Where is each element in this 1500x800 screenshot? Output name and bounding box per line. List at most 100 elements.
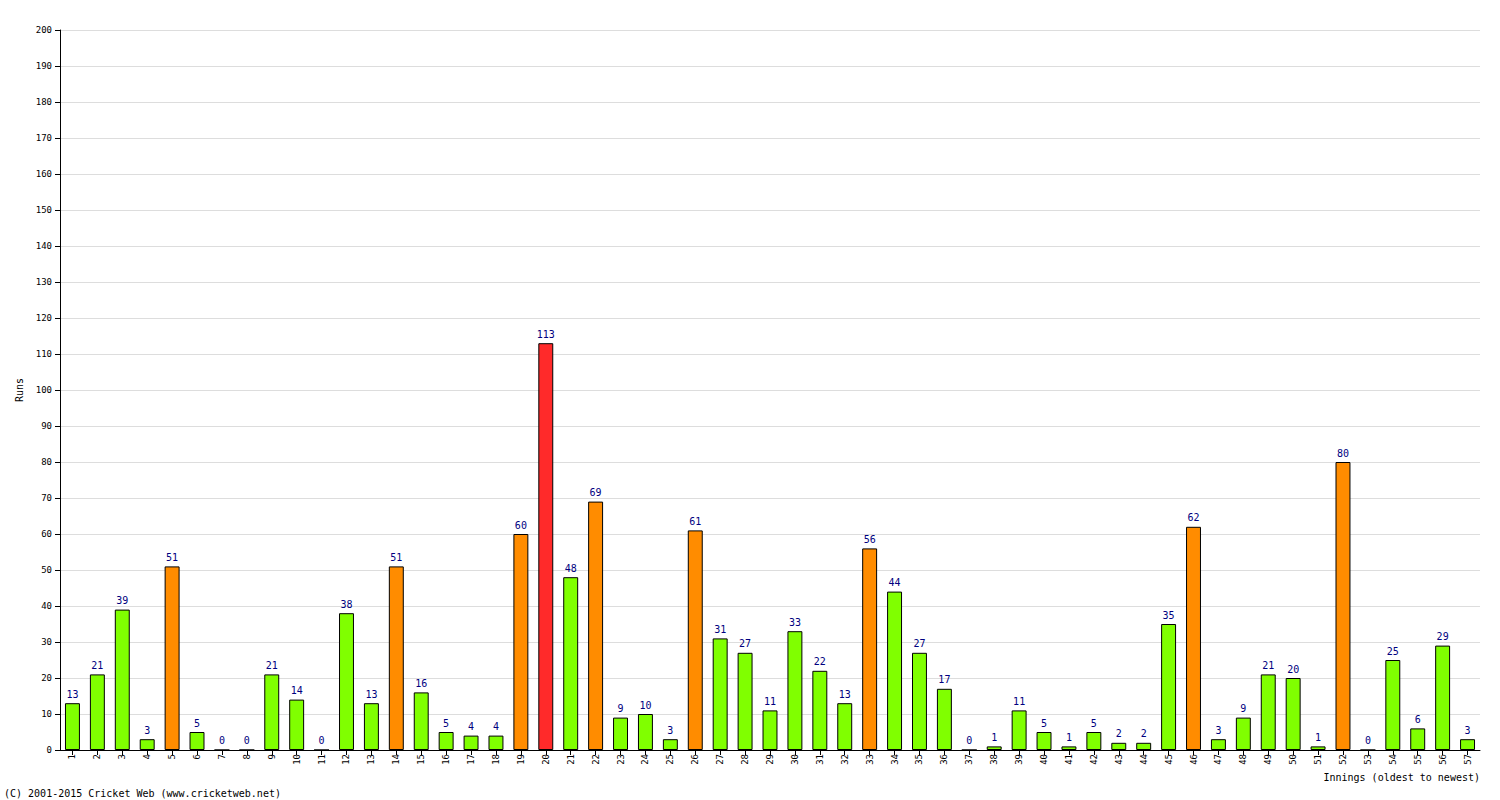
- svg-text:190: 190: [36, 61, 52, 71]
- svg-text:20: 20: [1287, 664, 1299, 675]
- svg-text:42: 42: [1089, 754, 1099, 765]
- svg-text:31: 31: [815, 754, 825, 765]
- svg-text:35: 35: [1163, 610, 1175, 621]
- svg-text:8: 8: [242, 754, 252, 759]
- svg-text:20: 20: [41, 673, 52, 683]
- svg-text:30: 30: [41, 637, 52, 647]
- svg-text:15: 15: [416, 754, 426, 765]
- svg-text:2: 2: [1116, 728, 1122, 739]
- svg-text:3: 3: [1215, 725, 1221, 736]
- svg-text:28: 28: [740, 754, 750, 765]
- svg-text:27: 27: [739, 638, 751, 649]
- svg-text:13: 13: [66, 689, 78, 700]
- svg-text:54: 54: [1388, 754, 1398, 765]
- svg-text:70: 70: [41, 493, 52, 503]
- svg-text:14: 14: [291, 685, 303, 696]
- svg-text:29: 29: [765, 754, 775, 765]
- svg-text:3: 3: [1465, 725, 1471, 736]
- svg-text:Runs: Runs: [14, 378, 25, 402]
- svg-text:80: 80: [1337, 448, 1349, 459]
- svg-text:27: 27: [715, 754, 725, 765]
- svg-text:46: 46: [1189, 754, 1199, 765]
- svg-text:0: 0: [244, 735, 250, 746]
- svg-text:120: 120: [36, 313, 52, 323]
- svg-text:18: 18: [491, 754, 501, 765]
- svg-text:44: 44: [1139, 754, 1149, 765]
- svg-text:39: 39: [1014, 754, 1024, 765]
- svg-text:24: 24: [640, 754, 650, 765]
- svg-text:20: 20: [541, 754, 551, 765]
- svg-text:3: 3: [144, 725, 150, 736]
- svg-text:170: 170: [36, 133, 52, 143]
- svg-text:3: 3: [667, 725, 673, 736]
- svg-text:12: 12: [341, 754, 351, 765]
- svg-text:33: 33: [789, 617, 801, 628]
- svg-text:16: 16: [415, 678, 427, 689]
- svg-text:5: 5: [194, 718, 200, 729]
- svg-text:1: 1: [991, 732, 997, 743]
- svg-text:11: 11: [764, 696, 776, 707]
- svg-text:150: 150: [36, 205, 52, 215]
- svg-text:14: 14: [391, 754, 401, 765]
- svg-text:4: 4: [493, 721, 499, 732]
- svg-text:36: 36: [939, 754, 949, 765]
- svg-text:40: 40: [41, 601, 52, 611]
- svg-text:56: 56: [1438, 754, 1448, 765]
- svg-text:140: 140: [36, 241, 52, 251]
- svg-text:60: 60: [41, 529, 52, 539]
- svg-text:110: 110: [36, 349, 52, 359]
- svg-text:29: 29: [1437, 631, 1449, 642]
- svg-text:0: 0: [1365, 735, 1371, 746]
- svg-text:160: 160: [36, 169, 52, 179]
- svg-text:9: 9: [267, 754, 277, 759]
- svg-text:100: 100: [36, 385, 52, 395]
- svg-text:22: 22: [814, 656, 826, 667]
- svg-text:1: 1: [1066, 732, 1072, 743]
- svg-text:10: 10: [639, 700, 651, 711]
- svg-text:37: 37: [964, 754, 974, 765]
- svg-text:5: 5: [1091, 718, 1097, 729]
- svg-text:6: 6: [192, 754, 202, 759]
- svg-text:10: 10: [41, 709, 52, 719]
- svg-text:55: 55: [1413, 754, 1423, 765]
- svg-text:51: 51: [166, 552, 178, 563]
- svg-text:(C) 2001-2015 Cricket Web (www: (C) 2001-2015 Cricket Web (www.cricketwe…: [4, 788, 281, 799]
- svg-text:52: 52: [1338, 754, 1348, 765]
- svg-text:40: 40: [1039, 754, 1049, 765]
- svg-text:60: 60: [515, 520, 527, 531]
- svg-text:50: 50: [1288, 754, 1298, 765]
- svg-text:11: 11: [317, 754, 327, 765]
- svg-text:130: 130: [36, 277, 52, 287]
- svg-text:17: 17: [466, 754, 476, 765]
- svg-text:22: 22: [591, 754, 601, 765]
- svg-text:7: 7: [217, 754, 227, 759]
- svg-text:47: 47: [1213, 754, 1223, 765]
- svg-text:90: 90: [41, 421, 52, 431]
- svg-text:27: 27: [913, 638, 925, 649]
- svg-text:21: 21: [566, 754, 576, 765]
- svg-text:51: 51: [1313, 754, 1323, 765]
- svg-text:49: 49: [1263, 754, 1273, 765]
- svg-text:57: 57: [1463, 754, 1473, 765]
- svg-text:13: 13: [366, 754, 376, 765]
- svg-text:41: 41: [1064, 754, 1074, 765]
- svg-text:Innings (oldest to newest): Innings (oldest to newest): [1323, 772, 1480, 783]
- svg-text:31: 31: [714, 624, 726, 635]
- svg-text:80: 80: [41, 457, 52, 467]
- svg-text:13: 13: [839, 689, 851, 700]
- svg-text:43: 43: [1114, 754, 1124, 765]
- svg-text:69: 69: [590, 487, 602, 498]
- svg-text:4: 4: [142, 754, 152, 759]
- svg-text:0: 0: [319, 735, 325, 746]
- svg-text:4: 4: [468, 721, 474, 732]
- svg-text:6: 6: [1415, 714, 1421, 725]
- svg-text:11: 11: [1013, 696, 1025, 707]
- svg-text:44: 44: [889, 577, 901, 588]
- svg-text:21: 21: [1262, 660, 1274, 671]
- svg-text:25: 25: [1387, 646, 1399, 657]
- svg-text:51: 51: [390, 552, 402, 563]
- svg-text:113: 113: [537, 329, 555, 340]
- svg-text:32: 32: [840, 754, 850, 765]
- svg-text:5: 5: [167, 754, 177, 759]
- svg-text:45: 45: [1164, 754, 1174, 765]
